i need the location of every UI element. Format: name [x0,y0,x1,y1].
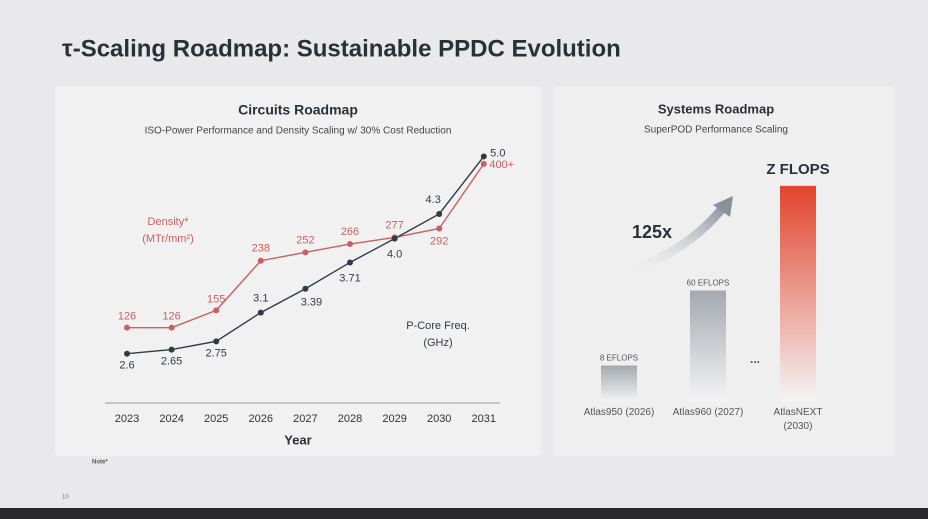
legend-label: P-Core Freq. (GHz) [406,320,470,349]
data-point [436,225,443,232]
x-tick-label: Atlas950 (2026) [583,407,655,418]
data-label: 155 [207,293,225,305]
x-tick-label: Atlas960 (2027) [672,407,744,418]
data-point [436,210,443,217]
chart-title: Systems Roadmap [658,101,774,116]
data-point [302,249,309,256]
x-tick-label: 2027 [293,413,317,425]
x-tick-label: 2030 [427,413,451,425]
x-tick-label: 2026 [249,413,273,425]
x-tick-label: 2031 [472,413,496,425]
data-point [213,307,220,314]
annotation: ... [750,352,760,366]
data-label: 2.6 [119,360,134,372]
data-point [168,346,175,353]
data-point [257,257,264,264]
chart-title: Circuits Roadmap [238,102,358,118]
data-point [124,324,130,331]
audience-strip [0,508,928,519]
x-axis-label: Year [284,432,311,447]
arrow-head [713,196,733,217]
data-label: 4.0 [387,249,402,261]
data-label: 2.65 [161,355,182,367]
page-number: 10 [62,495,69,501]
data-label: 266 [341,226,359,238]
slide-title: τ-Scaling Roadmap: Sustainable PPDC Evol… [62,35,621,62]
data-label: 252 [296,234,314,246]
data-point [168,324,175,331]
x-tick-label: 2029 [382,413,406,425]
x-tick-label: AtlasNEXT (2030) [773,407,823,432]
data-label: 3.1 [253,293,268,305]
data-label: Z FLOPS [766,161,829,178]
data-label: 60 EFLOPS [687,279,730,288]
chart-subtitle: ISO-Power Performance and Density Scalin… [145,126,452,137]
data-label: 5.0 [490,147,505,159]
x-tick-label: 2023 [115,413,139,425]
data-point [480,160,487,167]
data-point [391,235,398,242]
data-label: 238 [252,243,270,255]
growth-arrow [628,202,729,275]
data-label: 3.39 [301,297,322,309]
note: Note* [92,460,108,466]
left-panel [55,86,541,456]
data-label: 4.3 [426,194,441,206]
data-label: 126 [162,311,180,323]
chart-subtitle: SuperPOD Performance Scaling [644,125,788,136]
x-tick-label: 2028 [338,413,362,425]
x-tick-label: 2025 [204,413,228,425]
data-label: 400+ [489,159,514,171]
bar [780,185,816,402]
data-point [124,350,130,357]
data-point [347,259,353,266]
data-point [480,153,487,160]
data-label: 126 [118,311,136,323]
data-point [257,309,264,316]
data-label: 2.75 [205,347,226,359]
annotation: 125x [632,222,672,242]
data-point [302,285,309,292]
data-label: 8 EFLOPS [600,354,638,363]
bar [690,290,726,402]
x-tick-label: 2024 [159,413,183,425]
data-label: 3.71 [339,272,360,284]
data-point [213,338,220,345]
data-label: 277 [385,219,403,231]
bar [601,365,637,402]
data-point [347,241,353,248]
data-label: 292 [430,235,448,247]
legend-label: Density* (MTr/mm²) [142,216,194,245]
